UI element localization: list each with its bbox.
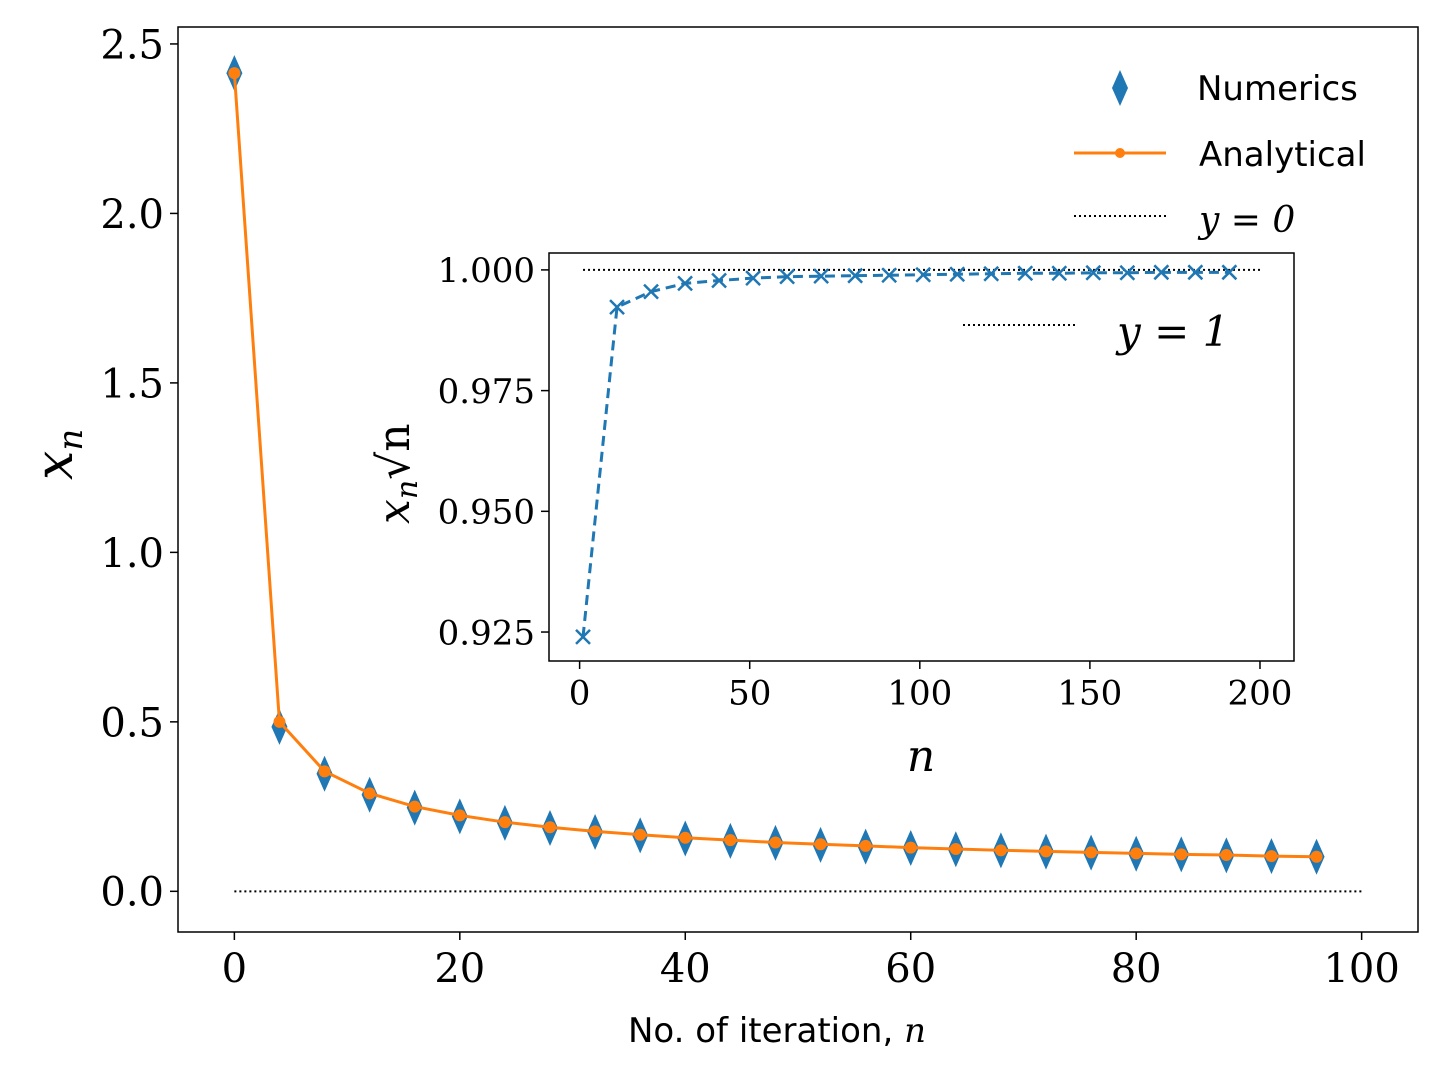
inset-background <box>549 253 1294 661</box>
scaled-series-point <box>677 275 693 292</box>
analytical-point <box>228 67 241 80</box>
inset-legend-y1-label: y = 1 <box>1115 307 1229 356</box>
scaled-series-point <box>575 628 591 645</box>
y-tick-label: 2.0 <box>100 192 164 238</box>
legend-entry-analytical: Analytical <box>1074 135 1366 175</box>
analytical-point <box>544 821 556 834</box>
scaled-series-point <box>1187 264 1204 281</box>
legend-numerics-label: Numerics <box>1197 69 1358 109</box>
inset-axes-frame <box>548 252 1295 662</box>
x-tick-label: 80 <box>1111 946 1162 992</box>
legend-analytical-marker <box>1115 148 1125 158</box>
analytical-point <box>408 800 421 813</box>
scaled-series-point <box>745 270 761 286</box>
legend-entry-numerics: Numerics <box>1112 69 1358 109</box>
analytical-point <box>634 828 647 841</box>
analytical-point <box>769 836 782 849</box>
scaled-series-point <box>1017 265 1034 282</box>
scaled-series-point <box>1119 264 1136 281</box>
inset-legend: y = 1 <box>963 307 1229 356</box>
scaled-series-point <box>1085 264 1102 281</box>
analytical-point <box>949 842 962 855</box>
x-tick-label: 0 <box>222 946 247 992</box>
analytical-point <box>498 816 511 829</box>
y-tick-label: 2.5 <box>100 22 164 68</box>
analytical-point <box>1310 850 1323 863</box>
analytical-point <box>363 787 376 800</box>
scaled-series-point <box>711 272 727 289</box>
y-tick-label: 1.5 <box>100 361 164 407</box>
scaled-series-point <box>847 267 864 284</box>
analytical-point <box>318 765 331 778</box>
analytical-point <box>1040 845 1052 858</box>
scaled-series-point <box>949 266 966 283</box>
x-tick-label: 200 <box>1228 674 1293 714</box>
y-tick-label: 0.950 <box>438 493 535 533</box>
x-tick-label: 50 <box>728 674 771 714</box>
inset-series-lines <box>581 268 1260 638</box>
analytical-point <box>1085 846 1098 859</box>
analytical-point <box>994 844 1007 857</box>
legend: Numerics Analytical y = 0 <box>1074 69 1366 241</box>
x-tick-label: 40 <box>660 946 711 992</box>
analytical-point <box>1175 848 1188 861</box>
inset-y-ticks: 0.925 0.950 0.975 1.000 <box>438 251 549 653</box>
scaled-series-point <box>643 283 659 300</box>
inset-y-axis-label: xn√n <box>369 423 425 524</box>
analytical-point <box>814 838 827 851</box>
y-tick-label: 0.925 <box>438 613 535 653</box>
inset-x-ticks: 0 50 100 150 200 <box>569 661 1293 714</box>
main-axes-frame <box>177 26 1419 933</box>
scaled-series-point <box>609 299 625 315</box>
analytical-point <box>453 809 466 822</box>
main-y-ticks: 0.0 0.5 1.0 1.5 2.0 2.5 <box>100 22 178 916</box>
analytical-point <box>273 715 286 728</box>
scaled-series-point <box>1153 264 1170 281</box>
scaled-series-line <box>581 270 1230 638</box>
y-tick-label: 0.975 <box>438 372 535 412</box>
legend-entry-y0: y = 0 <box>1074 200 1295 241</box>
y-tick-label: 1.000 <box>438 251 535 291</box>
main-x-axis-label: No. of iteration, n <box>628 1011 926 1051</box>
legend-analytical-label: Analytical <box>1199 135 1366 175</box>
main-x-ticks: 0 20 40 60 80 100 <box>222 932 1400 992</box>
scaled-series-point <box>881 267 898 284</box>
y-tick-label: 0.0 <box>100 870 164 916</box>
analytical-point <box>859 839 872 852</box>
legend-y0-label: y = 0 <box>1197 200 1295 241</box>
y-tick-label: 0.5 <box>100 700 164 746</box>
main-plot: 0 20 40 60 80 100 0.0 0.5 1.0 1.5 2.0 2.5 No. of i… <box>25 22 1419 1051</box>
analytical-point <box>589 825 602 838</box>
legend-numerics-marker <box>1112 70 1128 106</box>
scaled-series-point <box>1051 265 1068 282</box>
inset-plot: 0 50 100 150 200 0.925 0.950 0.975 1.000 n xn√n… <box>369 251 1295 782</box>
scaled-series-point <box>983 265 1000 282</box>
y-tick-label: 1.0 <box>100 531 164 577</box>
x-tick-label: 100 <box>887 674 952 714</box>
x-tick-label: 20 <box>434 946 485 992</box>
x-tick-label: 0 <box>569 674 591 714</box>
scaled-series-point <box>779 268 796 285</box>
main-series-markers <box>226 55 1325 875</box>
scaled-series-point <box>915 266 932 283</box>
scaled-series-point <box>813 268 830 285</box>
analytical-point <box>679 831 692 844</box>
analytical-point <box>904 841 917 854</box>
analytical-point <box>1265 850 1278 863</box>
main-y-axis-label: xn <box>25 429 91 480</box>
scaled-series-point <box>1221 264 1238 281</box>
analytical-point <box>724 834 737 847</box>
analytical-point <box>1220 849 1233 862</box>
analytical-point <box>1130 847 1143 860</box>
inset-series-markers <box>575 264 1238 645</box>
x-tick-label: 100 <box>1323 946 1399 992</box>
x-tick-label: 60 <box>885 946 936 992</box>
inset-x-axis-label: n <box>907 731 935 782</box>
x-tick-label: 150 <box>1057 674 1122 714</box>
